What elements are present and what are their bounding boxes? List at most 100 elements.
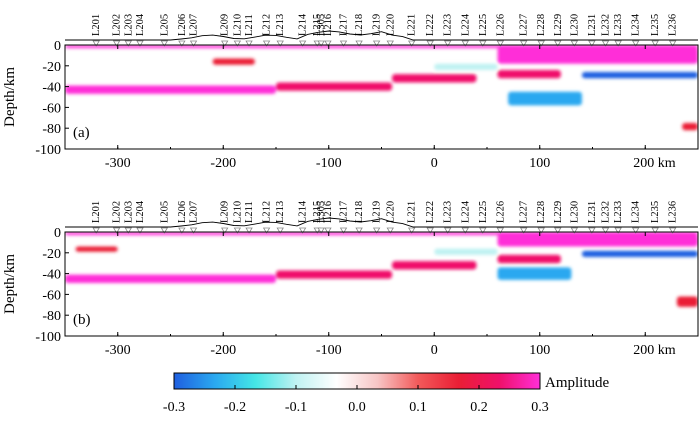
station-label: L204 (135, 13, 146, 36)
x-tick-label: 0 (431, 343, 438, 358)
station-label: L210 (232, 201, 243, 223)
x-tick-label: -300 (105, 343, 131, 358)
station-label: L219 (372, 201, 383, 223)
station-marker (339, 227, 348, 234)
station-label: L215 (312, 201, 323, 223)
station-marker (386, 227, 394, 234)
station-label: L221 (407, 201, 418, 223)
station-label: L233 (613, 14, 624, 36)
station-marker (355, 40, 363, 47)
station-marker (355, 227, 363, 234)
station-label: L210 (232, 14, 243, 36)
amplitude-features (65, 232, 698, 309)
station-label: L209 (220, 201, 231, 223)
colorbar-tick-label: 0.0 (348, 400, 366, 415)
station-marker (372, 40, 381, 47)
amplitude-feature (392, 74, 477, 83)
station-marker (519, 40, 528, 47)
station-label: L229 (553, 14, 564, 36)
amplitude-feature (497, 234, 698, 247)
station-marker (124, 227, 133, 234)
station-marker (461, 227, 469, 234)
x-tick-label: -100 (316, 156, 342, 171)
y-tick-label: -80 (42, 309, 61, 324)
y-tick-label: -20 (42, 60, 61, 75)
station-label: L236 (668, 201, 679, 223)
station-marker (112, 40, 121, 47)
station-marker (461, 40, 469, 47)
station-label: L222 (425, 201, 436, 223)
x-tick-label: -100 (316, 343, 342, 358)
station-marker (92, 40, 100, 47)
station-marker (221, 227, 229, 234)
amplitude-feature (497, 254, 561, 264)
station-label: L227 (519, 14, 530, 36)
amplitude-feature (65, 274, 276, 283)
station-label: L228 (536, 14, 547, 36)
x-tick-label: -200 (210, 156, 236, 171)
station-label: L211 (244, 201, 255, 223)
station-label: L212 (262, 14, 273, 36)
amplitude-feature (508, 91, 582, 106)
station-label: L225 (478, 14, 489, 36)
y-tick-label: -40 (42, 81, 61, 96)
station-marker (496, 40, 505, 47)
station-marker (189, 40, 198, 47)
colorbar-tick-label: 0.3 (531, 400, 549, 415)
station-marker (651, 227, 659, 234)
topography-line (65, 217, 698, 228)
station-marker (537, 227, 545, 234)
amplitude-feature (497, 69, 561, 79)
station-label: L220 (385, 14, 396, 36)
station-marker (245, 40, 253, 47)
panel-label: (b) (73, 312, 91, 328)
station-marker (631, 40, 640, 47)
station-label: L216 (323, 14, 334, 36)
station-label: L305 (316, 201, 327, 223)
station-label: L213 (275, 14, 286, 36)
station-marker (519, 227, 528, 234)
station-label: L202 (112, 14, 123, 36)
station-marker (276, 227, 284, 234)
amplitude-feature (392, 261, 477, 270)
station-label: L234 (631, 13, 642, 36)
station-marker (298, 40, 307, 47)
station-label: L201 (91, 14, 102, 36)
station-label: L305 (316, 14, 327, 36)
station-label: L202 (112, 201, 123, 223)
station-marker (262, 40, 271, 47)
station-label: L213 (275, 201, 286, 223)
station-marker (444, 227, 452, 234)
amplitude-feature (434, 63, 498, 70)
amplitude-features (65, 45, 698, 131)
station-marker (233, 227, 242, 234)
station-label: L217 (339, 201, 350, 223)
station-label: L232 (600, 14, 611, 36)
station-label: L205 (159, 14, 170, 36)
station-label: L204 (135, 200, 146, 223)
station-marker (426, 227, 434, 234)
station-marker (479, 227, 487, 234)
station-marker (324, 40, 332, 47)
panel-b: L201 L202 L203 L204 L205 L206 L207 L209 L210 L211… (2, 200, 699, 358)
amplitude-feature (682, 123, 698, 131)
station-marker (668, 227, 677, 234)
station-marker (124, 40, 133, 47)
x-tick-label: -300 (105, 156, 131, 171)
station-marker (588, 227, 596, 234)
station-marker (221, 40, 229, 47)
station-label: L222 (425, 14, 436, 36)
station-marker (245, 227, 253, 234)
station-label: L225 (478, 201, 489, 223)
y-tick-label: -20 (42, 247, 61, 262)
station-marker (668, 40, 677, 47)
station-marker (570, 227, 579, 234)
station-marker (178, 40, 186, 47)
y-tick-label: -60 (42, 101, 61, 116)
station-marker (386, 40, 394, 47)
station-label: L231 (587, 201, 598, 223)
amplitude-feature (581, 250, 698, 257)
station-marker (554, 227, 562, 234)
amplitude-feature (497, 47, 698, 64)
station-marker (262, 227, 271, 234)
